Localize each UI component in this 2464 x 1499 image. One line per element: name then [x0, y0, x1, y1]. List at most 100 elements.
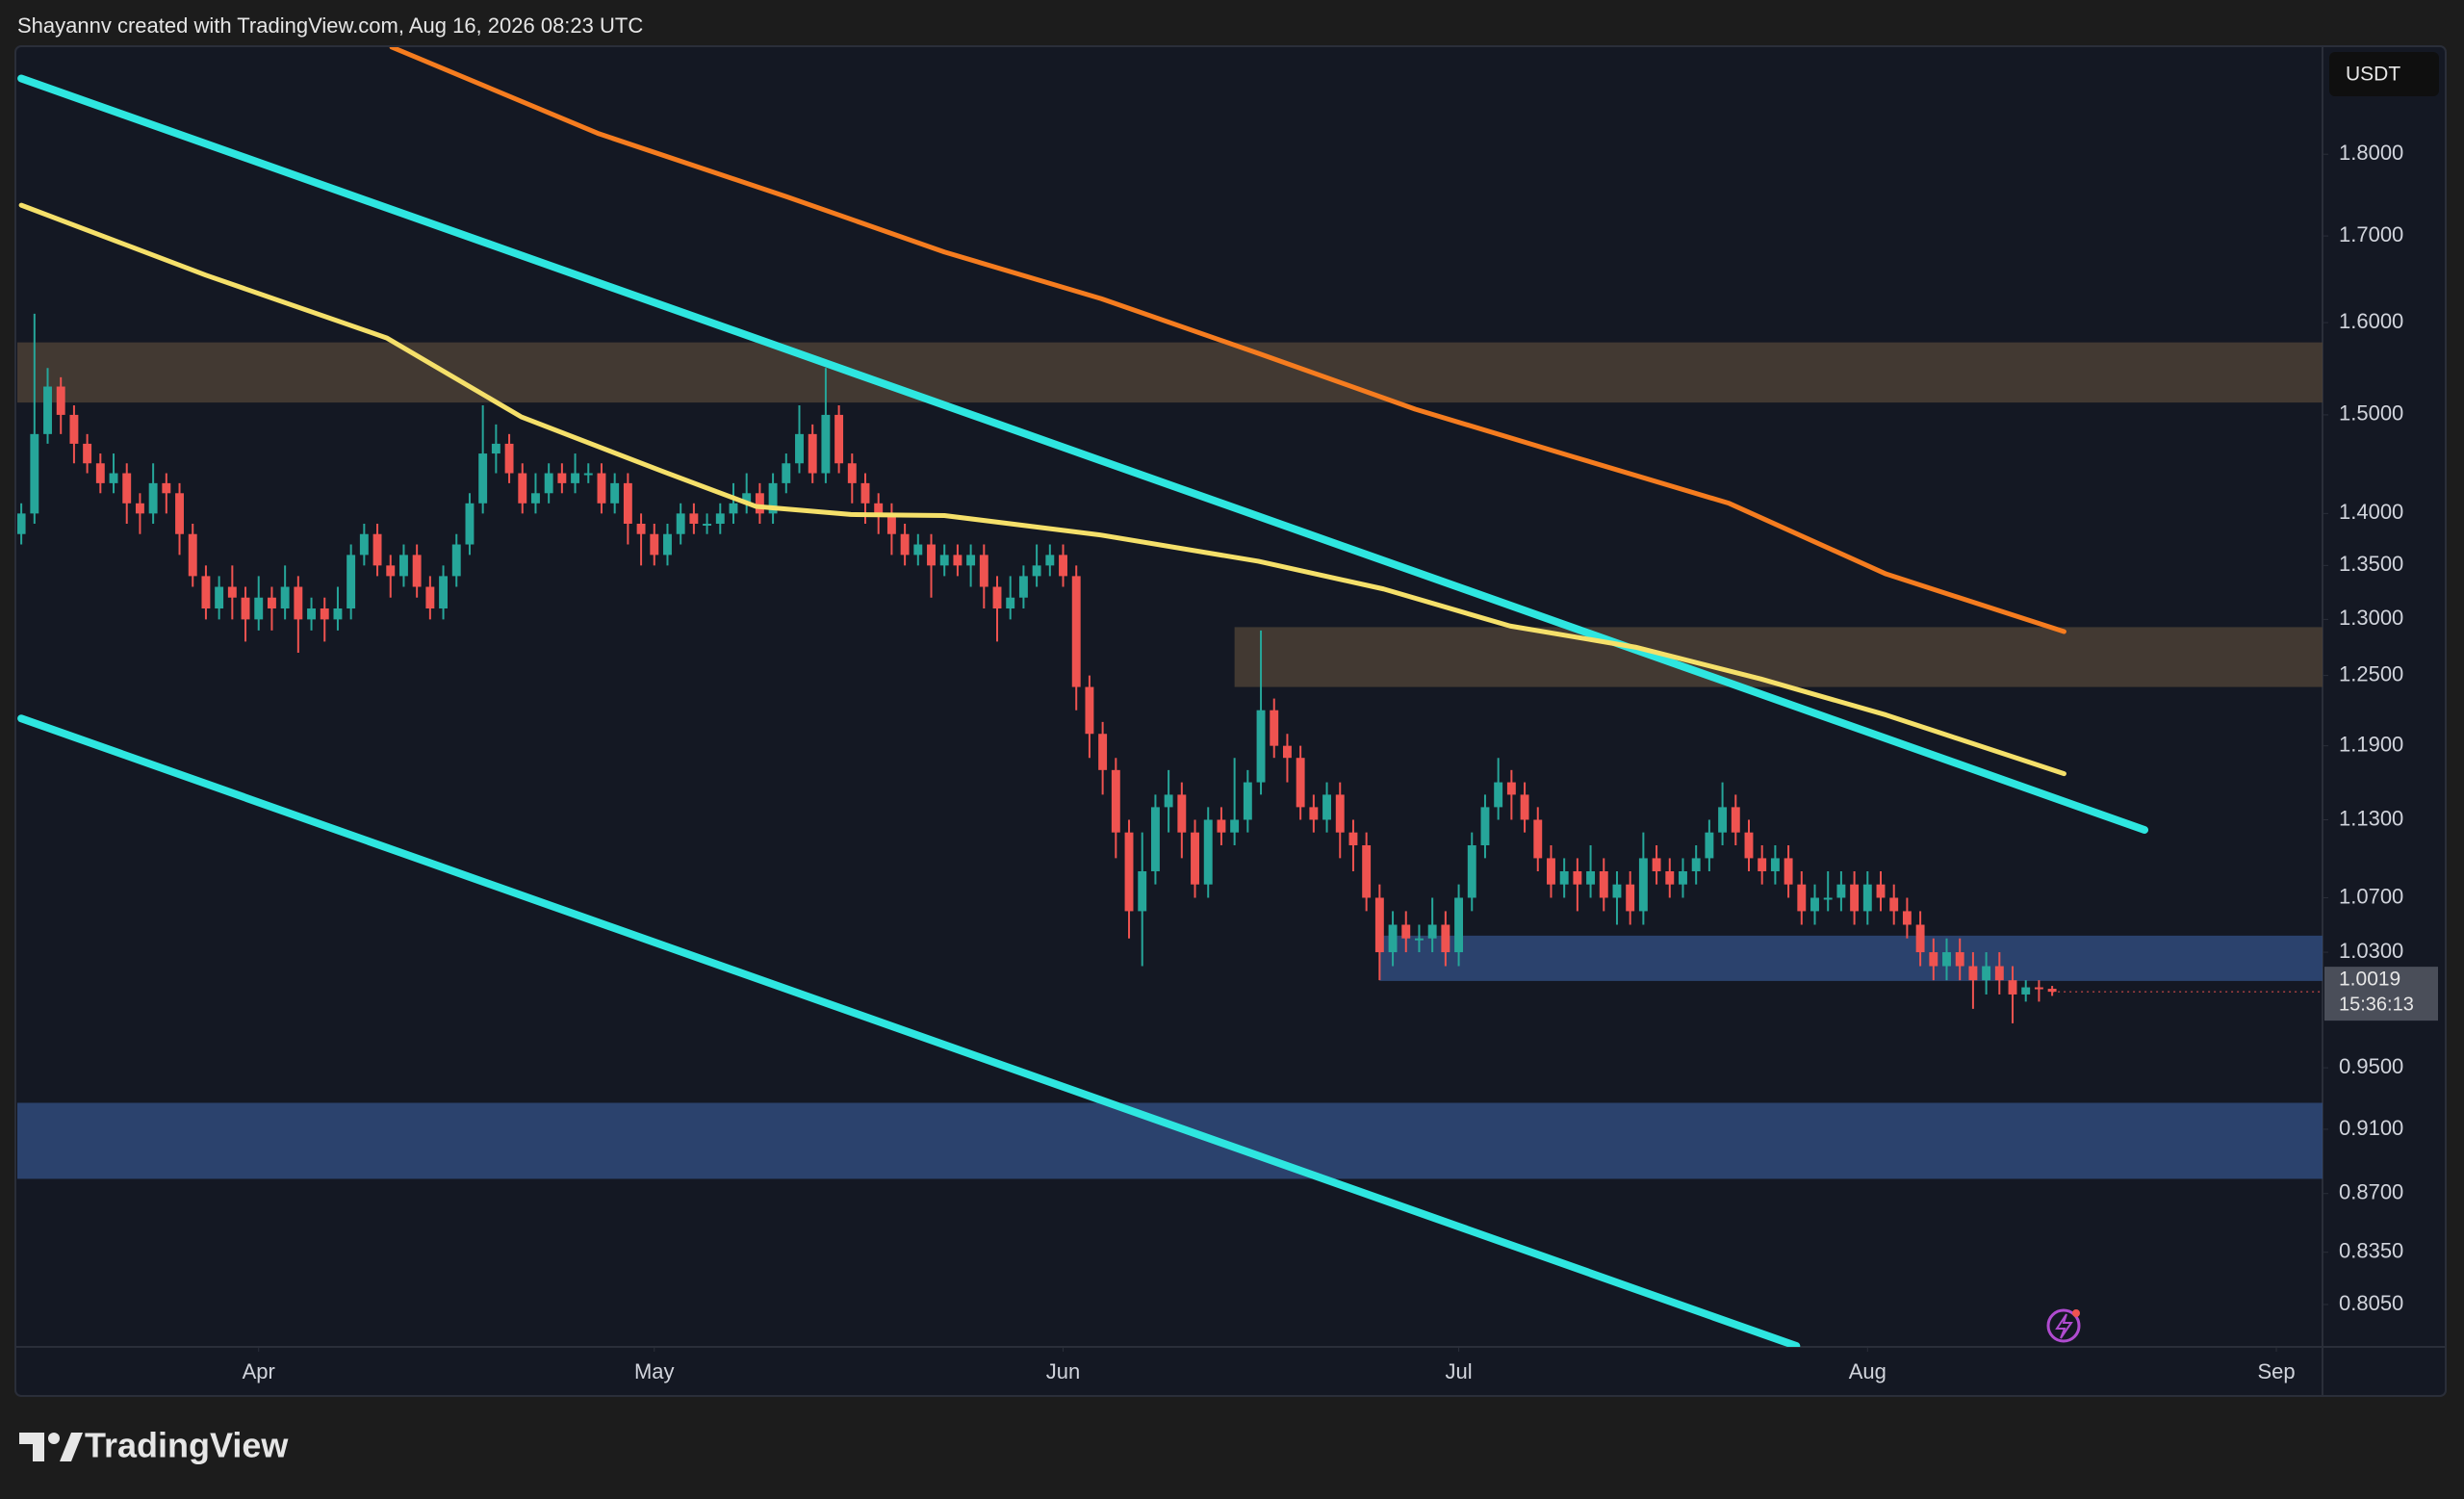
- candle-body: [1679, 870, 1687, 885]
- candle-body: [1797, 884, 1807, 912]
- candle-body: [1810, 897, 1819, 912]
- candle-body: [504, 443, 514, 474]
- logo: TradingView: [19, 1426, 289, 1465]
- candle-body: [1480, 807, 1490, 845]
- candle-body: [30, 433, 39, 514]
- candle-body: [122, 473, 132, 504]
- y-tick-label: 1.7000: [2339, 222, 2403, 246]
- candle-body: [1547, 858, 1555, 885]
- candle-body: [1322, 794, 1331, 820]
- candle-body: [1191, 832, 1199, 885]
- candle-body: [834, 414, 844, 464]
- x-tick-label: May: [634, 1359, 675, 1383]
- candle-body: [1138, 870, 1147, 912]
- candle-body: [1454, 897, 1464, 953]
- candle-body: [1612, 884, 1622, 898]
- candle-body: [1085, 686, 1094, 735]
- candle-body: [1374, 897, 1384, 953]
- candle-body: [439, 576, 449, 609]
- candle-body: [1626, 884, 1635, 912]
- currency-box[interactable]: [2329, 52, 2439, 96]
- x-tick-label: Jun: [1046, 1359, 1080, 1383]
- candle-body: [531, 493, 540, 504]
- candle-body: [1296, 758, 1305, 808]
- candle-body: [1955, 952, 1964, 967]
- candle-body: [1533, 819, 1543, 859]
- candle-body: [1784, 858, 1793, 885]
- alert-icon[interactable]: [2046, 1308, 2081, 1343]
- candle-body: [939, 555, 949, 566]
- candle-body: [1256, 710, 1266, 783]
- y-tick-label: 0.8700: [2339, 1180, 2403, 1204]
- y-tick-label: 1.3000: [2339, 606, 2403, 630]
- candle-body: [1362, 844, 1372, 898]
- candle-body: [1902, 911, 1912, 925]
- y-tick-label: 1.3500: [2339, 552, 2403, 576]
- candle-body: [1124, 832, 1134, 912]
- candle-body: [1098, 734, 1108, 770]
- candle-body: [43, 386, 52, 434]
- line-overlay: [17, 714, 1801, 1347]
- candle-body: [755, 493, 764, 514]
- candle-body: [1876, 884, 1886, 898]
- line-overlay: [389, 47, 2066, 634]
- candle-body: [1032, 565, 1041, 577]
- candle-body: [398, 555, 408, 577]
- y-tick-label: 1.8000: [2339, 141, 2403, 165]
- candle-body: [307, 608, 316, 620]
- logo-dot: [48, 1433, 60, 1444]
- y-tick-label: 1.0300: [2339, 939, 2403, 963]
- candle-body: [1348, 832, 1358, 845]
- candle-body: [636, 524, 646, 534]
- candle-body: [56, 386, 65, 415]
- candle-body: [610, 482, 620, 504]
- candle-body: [1177, 794, 1187, 833]
- candle-body: [95, 463, 105, 483]
- last-price: 1.0019: [2339, 969, 2400, 991]
- candle-body: [1586, 870, 1596, 885]
- candle-body: [886, 513, 896, 534]
- currency[interactable]: USDT: [2346, 64, 2400, 86]
- candle-body: [729, 503, 738, 514]
- candle-body: [795, 433, 804, 464]
- candle-body: [215, 586, 224, 609]
- candle-body: [83, 443, 92, 464]
- candle-body: [1836, 884, 1846, 898]
- candle-body: [1929, 952, 1938, 967]
- candle-body: [927, 544, 936, 566]
- candle-body: [979, 555, 988, 587]
- candle-body: [583, 473, 593, 476]
- candle-body: [1071, 576, 1081, 687]
- y-tick-label: 0.8050: [2339, 1291, 2403, 1315]
- candle-body: [1401, 924, 1411, 939]
- logo-text: TradingView: [85, 1426, 289, 1465]
- candle-body: [1150, 807, 1160, 871]
- candle-body: [1164, 794, 1173, 808]
- candle-body: [478, 453, 488, 504]
- candle-body: [333, 608, 343, 620]
- plot-area: [17, 47, 2323, 1347]
- zone: [17, 342, 2323, 403]
- candle-body: [768, 482, 778, 514]
- candle-body: [1665, 870, 1675, 885]
- candle-body: [294, 586, 303, 620]
- candle-body: [359, 533, 369, 556]
- candle-body: [175, 493, 184, 534]
- candle-body: [1573, 870, 1582, 885]
- y-tick-label: 1.1900: [2339, 732, 2403, 756]
- candle-body: [992, 586, 1002, 609]
- candle-body: [1770, 858, 1780, 871]
- candle-body: [1982, 966, 1991, 981]
- x-tick-label: Apr: [243, 1359, 275, 1383]
- candle-body: [1731, 807, 1740, 833]
- y-tick-label: 1.2500: [2339, 661, 2403, 685]
- candle-body: [491, 443, 500, 454]
- candle-body: [860, 482, 870, 504]
- candle-body: [1638, 858, 1648, 912]
- candle-body: [1850, 884, 1860, 912]
- candle-body: [518, 473, 527, 504]
- candle-body: [557, 473, 567, 483]
- candle-body: [1599, 870, 1608, 898]
- candle-body: [1270, 710, 1279, 746]
- candle-body: [451, 544, 461, 577]
